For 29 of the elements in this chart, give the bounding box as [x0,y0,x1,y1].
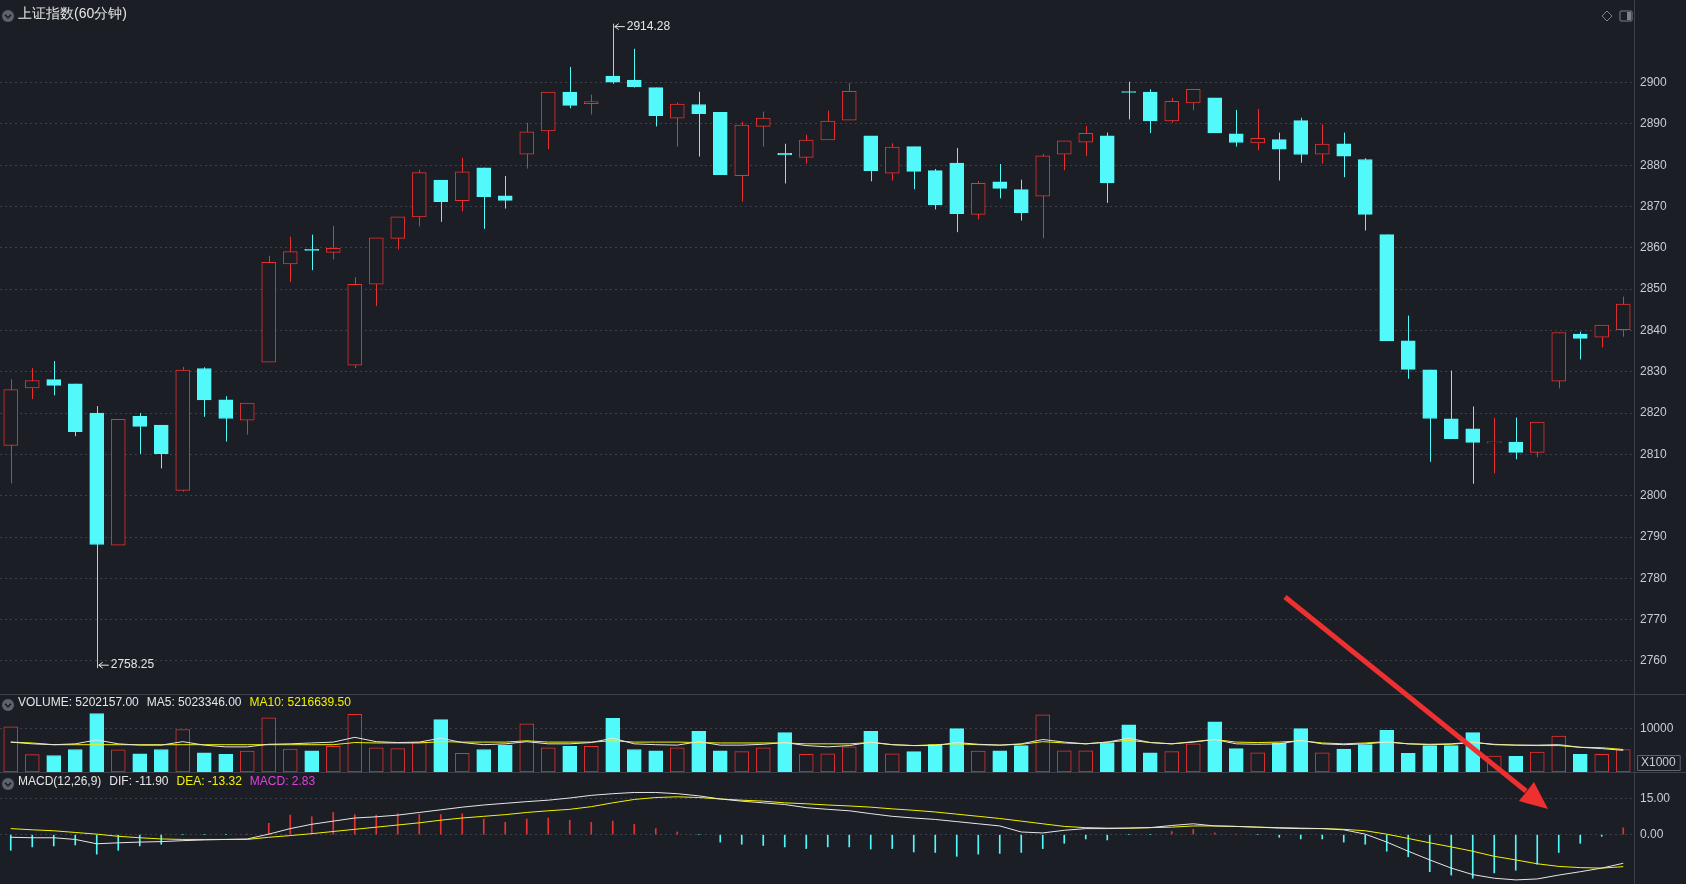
chart-title: VOLUME: 5202157.00 [18,695,140,710]
y-tick-label: 10000 [1640,720,1674,735]
y-tick-label: 2810 [1640,446,1668,461]
y-tick-label: 2790 [1640,529,1668,544]
y-tick-label: 2780 [1640,570,1668,585]
y-tick-label: 2820 [1640,405,1668,420]
y-tick-label: 2840 [1640,322,1668,337]
y-tick-label: 2880 [1640,157,1668,172]
y-tick-label: 2870 [1640,198,1668,213]
text: DEA: -13.32 [176,774,243,789]
y-tick-label: 0.00 [1640,826,1664,841]
y-axis-title: X1000 [1641,755,1677,770]
y-tick-label: 2860 [1640,240,1668,255]
y-tick-label: 2760 [1640,653,1668,668]
chart-title: MACD(12,26,9) [18,774,102,789]
y-tick-label: 15.00 [1640,790,1671,805]
annotation: 2914.28 [626,18,671,33]
y-tick-label: 2800 [1640,488,1668,503]
text: DIF: -11.90 [109,774,169,789]
text: MA10: 5216639.50 [249,695,352,710]
y-tick-label: 2890 [1640,116,1668,131]
y-tick-label: 2850 [1640,281,1668,296]
chart-title: 上证指数(60分钟) [18,4,127,21]
y-tick-label: 2770 [1640,611,1668,626]
text: MACD: 2.83 [249,774,316,789]
y-tick-label: 2900 [1640,74,1668,89]
text: MA5: 5023346.00 [146,695,242,710]
annotation: 2758.25 [110,657,155,672]
y-tick-label: 2830 [1640,364,1668,379]
